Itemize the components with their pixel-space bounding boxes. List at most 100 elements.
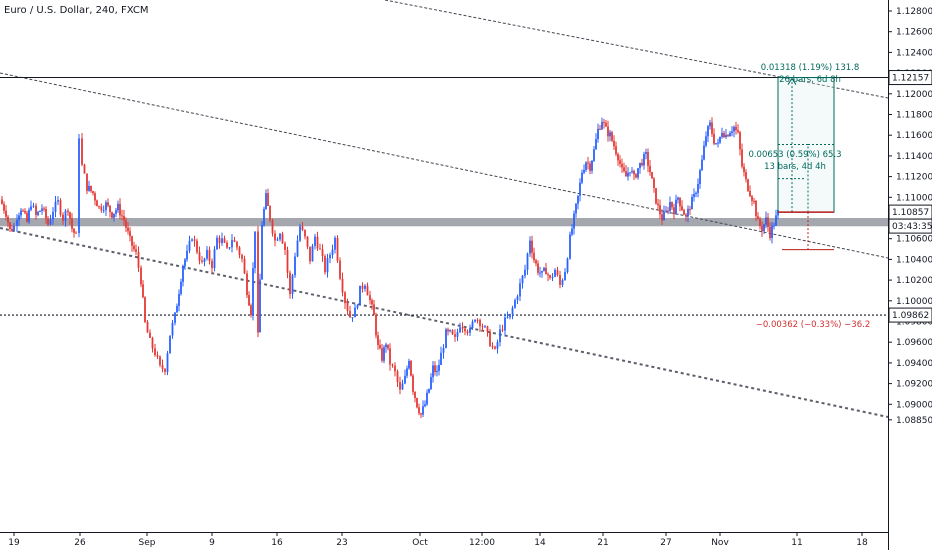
candle-body [151,337,154,349]
candle-body [711,122,713,134]
candle-body [581,172,583,183]
candle-body [757,216,759,220]
candle-body [294,256,296,276]
candle-body [561,279,564,285]
candle-body [645,152,647,155]
candle-body [501,329,504,331]
candle-body [125,220,127,228]
candle-body [7,216,9,223]
y-tick-label: 1.11400 [896,152,932,162]
candle-body [137,251,140,268]
candle-body [3,203,5,211]
candle-body [436,370,438,373]
candle-body [236,241,238,248]
candle-body [193,239,196,241]
candle-body [769,226,771,239]
candle-body [257,231,259,333]
candle-body [324,256,326,273]
y-tick-label: 1.12600 [896,28,932,38]
candle-body [221,238,223,244]
candle-body [541,270,543,273]
candle-body [306,236,309,247]
candle-body [625,171,627,177]
candle-body [511,307,514,314]
candle-body [611,132,613,141]
candle-body [671,202,673,208]
candle-body [401,383,404,390]
candle-body [131,236,133,246]
y-tick-label: 1.09600 [896,338,932,348]
candle-body [713,133,715,144]
candle-body [375,314,377,336]
label-level-bottom-bg [888,307,932,323]
candle-body [379,344,381,349]
candle-body [759,219,761,226]
candle-body [601,121,603,130]
candle-body [281,233,284,244]
y-tick-label: 1.12400 [896,48,932,58]
x-tick-label: 9 [209,538,215,548]
candle-body [454,334,456,337]
candle-body [169,335,171,354]
measure-short-line1: 0.00653 (0.59%) 65.3 [748,150,841,160]
candle-body [695,192,697,194]
candle-body [47,218,49,225]
candle-body [745,172,747,180]
candle-body [461,327,464,329]
candle-body [432,365,434,378]
candle-body [755,200,757,217]
y-tick-label: 1.10000 [896,297,932,307]
measure-arrowhead-long [787,77,797,85]
candle-body [383,347,385,361]
candle-body [583,169,585,173]
candle-body [377,335,379,345]
candle-body [22,210,24,212]
candle-body [410,360,412,376]
candle-body [123,215,125,221]
x-tick-label: 19 [8,538,20,548]
candle-body [149,332,151,338]
candle-body [456,332,459,337]
y-tick-label: 1.09400 [896,359,932,369]
candle-body [486,326,489,332]
candle-body [657,203,659,206]
candle-body [615,146,617,155]
measure-short-line2: 13 bars, 4d 4h [764,162,826,172]
candle-body [451,330,454,335]
candle-body [144,297,146,322]
candle-body [459,327,461,333]
candle-body [422,406,424,415]
candle-body [64,210,67,221]
candle-body [659,205,661,215]
candle-body [351,317,354,319]
candle-body [369,295,371,301]
candle-body [593,149,595,161]
candle-body [140,267,142,285]
measure-long-line2: 26 bars, 6d 8h [779,75,841,85]
candle-body [494,346,496,349]
label-level-bottom: 1.09862 [892,311,929,321]
candle-body [729,132,731,137]
candle-body [761,225,763,232]
candle-body [595,139,597,150]
candle-body [28,209,30,222]
candle-body [719,136,721,143]
x-tick-label: 27 [660,538,671,548]
candle-body [554,269,556,277]
candle-body [161,364,164,369]
candle-body [13,225,15,231]
candle-body [765,217,767,225]
candle-body [701,159,703,171]
y-tick-label: 1.12800 [896,7,932,17]
candle-body [577,195,579,204]
candle-body [667,210,669,212]
candle-body [587,162,589,164]
candle-body [709,122,711,127]
candle-body [741,149,743,167]
y-tick-label: 1.09200 [896,380,932,390]
candle-body [631,170,633,173]
candle-body [344,292,346,304]
y-tick-label: 1.11000 [896,193,932,203]
candle-body [715,143,717,145]
candle-body [81,138,83,165]
